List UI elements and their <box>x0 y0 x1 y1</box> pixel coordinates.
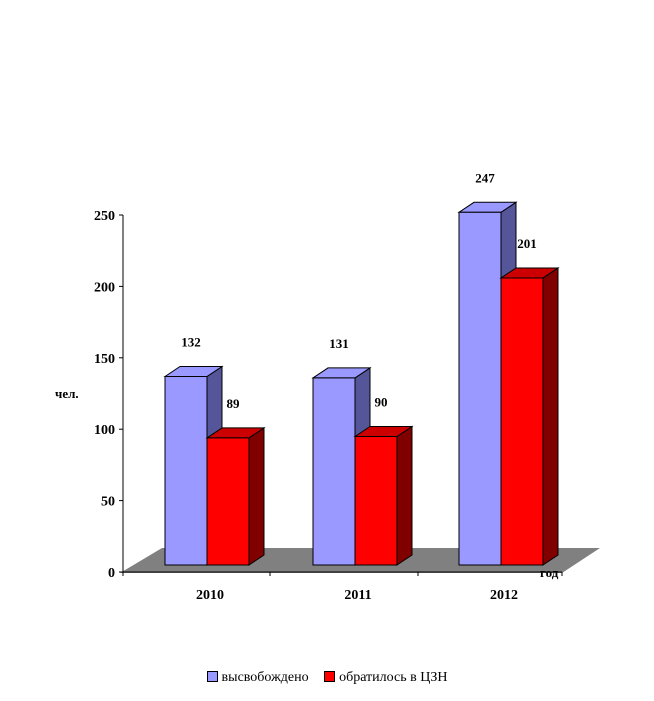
x-axis-label: год <box>540 565 559 580</box>
bar-front <box>164 376 208 566</box>
x-tick-label: 2010 <box>196 588 224 603</box>
data-label: 89 <box>227 396 241 411</box>
x-tick-labels: 2010 2011 2012 <box>196 588 518 603</box>
legend-item-released: высвобождено <box>206 670 309 686</box>
data-label: 131 <box>329 336 349 351</box>
y-axis: 0 50 100 150 200 250 <box>94 209 563 581</box>
bars <box>163 201 560 566</box>
y-tick-label: 100 <box>94 423 115 438</box>
legend-item-applied: обратилось в ЦЗН <box>324 670 447 686</box>
bar-front <box>354 435 398 566</box>
y-tick-label: 0 <box>108 566 115 581</box>
bar-side <box>542 267 559 566</box>
x-tick-label: 2012 <box>490 588 518 603</box>
y-tick-label: 50 <box>101 495 115 510</box>
bar-side <box>248 426 265 566</box>
bar-front <box>500 277 544 566</box>
data-label: 132 <box>181 335 201 350</box>
data-labels: 132 89 131 90 247 201 <box>181 170 537 411</box>
y-axis-label: чел. <box>55 386 79 401</box>
y-tick-label: 150 <box>94 352 115 367</box>
data-label: 201 <box>517 236 537 251</box>
bar-2011-1 <box>353 425 414 566</box>
y-tick-label: 250 <box>94 209 115 224</box>
legend-label-applied: обратилось в ЦЗН <box>339 670 448 685</box>
legend-swatch-released <box>206 671 218 683</box>
bar-2010-1 <box>205 426 266 566</box>
data-label: 90 <box>375 394 388 409</box>
y-tick-label: 200 <box>94 280 115 295</box>
legend: высвобождено обратилось в ЦЗН <box>0 670 654 686</box>
bar-front <box>312 377 356 566</box>
data-label: 247 <box>475 170 495 185</box>
bar-front <box>206 437 250 566</box>
bar-side <box>396 425 413 566</box>
bar-2012-1 <box>499 267 560 566</box>
x-tick-label: 2011 <box>344 588 371 603</box>
bar-front <box>458 211 502 566</box>
legend-label-released: высвобождено <box>221 670 309 685</box>
legend-swatch-applied <box>324 671 336 683</box>
